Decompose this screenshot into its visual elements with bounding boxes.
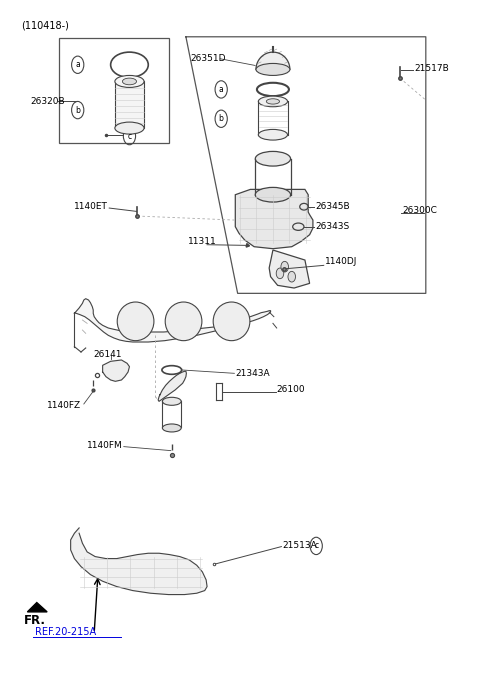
Ellipse shape xyxy=(115,122,144,134)
Text: 1140DJ: 1140DJ xyxy=(324,257,357,266)
Polygon shape xyxy=(71,528,207,594)
Ellipse shape xyxy=(258,129,288,140)
Text: 21343A: 21343A xyxy=(235,369,270,378)
Text: 21517B: 21517B xyxy=(414,64,449,73)
Text: 26343S: 26343S xyxy=(315,222,349,231)
Text: 11311: 11311 xyxy=(188,237,217,246)
Polygon shape xyxy=(235,190,313,249)
Circle shape xyxy=(288,271,296,282)
Text: c: c xyxy=(127,132,132,141)
Text: REF.20-215A: REF.20-215A xyxy=(36,627,96,637)
Text: b: b xyxy=(219,114,224,123)
Ellipse shape xyxy=(213,302,250,341)
Polygon shape xyxy=(27,602,47,612)
Ellipse shape xyxy=(256,63,290,75)
Circle shape xyxy=(281,261,288,272)
Text: 26300C: 26300C xyxy=(402,206,437,215)
Polygon shape xyxy=(103,360,130,381)
Text: 26320B: 26320B xyxy=(31,97,65,106)
Text: 26345B: 26345B xyxy=(315,202,350,211)
Text: 1140FZ: 1140FZ xyxy=(47,401,81,410)
Text: 26141: 26141 xyxy=(93,350,121,359)
Ellipse shape xyxy=(162,397,181,405)
FancyBboxPatch shape xyxy=(59,38,169,143)
Text: 26351D: 26351D xyxy=(191,54,226,63)
Ellipse shape xyxy=(165,302,202,341)
Ellipse shape xyxy=(266,99,279,104)
Ellipse shape xyxy=(162,424,181,432)
Ellipse shape xyxy=(122,78,136,85)
Text: a: a xyxy=(219,85,224,94)
Circle shape xyxy=(276,268,284,279)
Text: 1140FM: 1140FM xyxy=(87,441,123,449)
Polygon shape xyxy=(158,371,186,401)
Text: (110418-): (110418-) xyxy=(21,20,69,31)
Ellipse shape xyxy=(255,152,290,166)
Polygon shape xyxy=(269,250,310,288)
Ellipse shape xyxy=(117,302,154,341)
Text: 1140ET: 1140ET xyxy=(74,202,108,211)
Ellipse shape xyxy=(115,75,144,88)
Text: c: c xyxy=(314,541,318,550)
Text: 21513A: 21513A xyxy=(282,541,317,549)
Text: b: b xyxy=(75,105,80,115)
Text: 26100: 26100 xyxy=(276,385,305,394)
Ellipse shape xyxy=(258,96,288,107)
Ellipse shape xyxy=(255,188,290,202)
Text: FR.: FR. xyxy=(24,614,46,627)
Polygon shape xyxy=(256,52,290,69)
FancyBboxPatch shape xyxy=(115,82,144,128)
Polygon shape xyxy=(74,299,271,342)
Text: a: a xyxy=(75,61,80,69)
